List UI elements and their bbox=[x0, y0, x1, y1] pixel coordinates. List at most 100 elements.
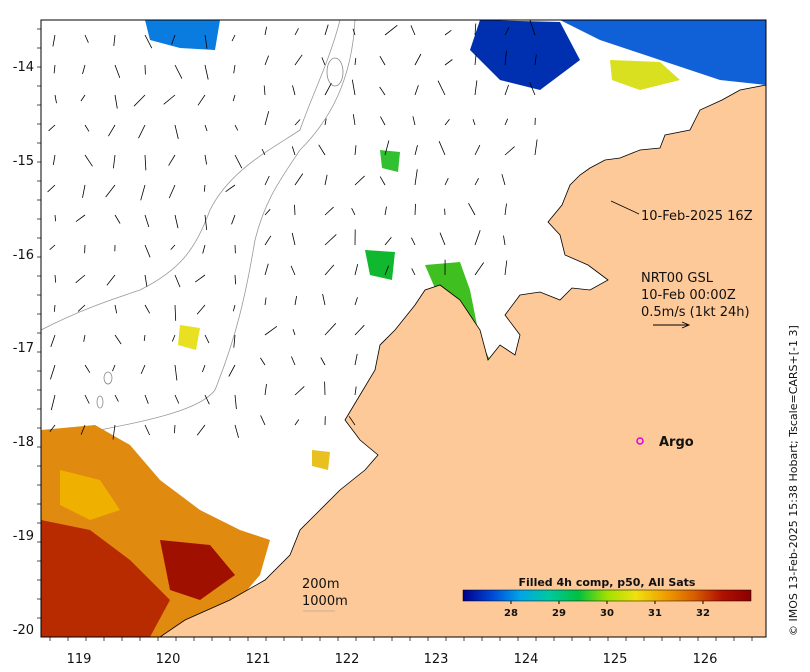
current-arrow bbox=[174, 124, 179, 139]
current-arrow bbox=[140, 184, 146, 201]
current-arrow bbox=[504, 27, 510, 36]
current-arrow bbox=[144, 394, 149, 404]
current-arrow bbox=[354, 353, 358, 366]
current-arrow bbox=[264, 26, 267, 36]
current-arrow bbox=[474, 54, 477, 66]
y-tick-label: -17 bbox=[13, 341, 34, 356]
colorbar-tick: 29 bbox=[552, 608, 566, 619]
current-arrow bbox=[501, 174, 506, 186]
current-arrow bbox=[196, 424, 206, 436]
current-arrow bbox=[204, 334, 210, 344]
current-arrow bbox=[504, 118, 509, 126]
current-arrow bbox=[171, 34, 176, 45]
current-arrow bbox=[444, 178, 449, 186]
current-arrow bbox=[444, 29, 452, 36]
current-arrow bbox=[504, 84, 509, 96]
current-arrow bbox=[174, 304, 177, 321]
current-arrow bbox=[233, 64, 236, 74]
current-arrow bbox=[324, 264, 335, 276]
current-arrow bbox=[348, 416, 356, 426]
current-arrow bbox=[144, 274, 148, 287]
current-arrow bbox=[384, 140, 390, 156]
current-arrow bbox=[50, 334, 56, 348]
current-arrow bbox=[144, 244, 151, 258]
current-arrow bbox=[260, 415, 266, 426]
current-arrow bbox=[47, 184, 56, 193]
current-arrow bbox=[468, 203, 476, 216]
current-arrow bbox=[264, 263, 269, 276]
current-arrow bbox=[351, 208, 356, 216]
current-arrow bbox=[144, 214, 150, 228]
current-arrow bbox=[204, 34, 208, 49]
current-arrow bbox=[504, 146, 515, 156]
y-tick-label: -20 bbox=[13, 623, 34, 638]
land-kimberley bbox=[159, 20, 766, 637]
current-arrow bbox=[260, 357, 266, 366]
current-arrow bbox=[354, 58, 357, 66]
current-arrow bbox=[504, 203, 507, 216]
sst-patch bbox=[41, 520, 170, 637]
current-arrow bbox=[380, 116, 386, 126]
current-arrow bbox=[294, 386, 305, 396]
current-arrow bbox=[144, 34, 153, 49]
current-arrow bbox=[410, 25, 416, 36]
current-arrow bbox=[322, 293, 326, 306]
current-arrow bbox=[114, 64, 121, 79]
reef bbox=[326, 57, 344, 87]
current-arrow bbox=[294, 204, 296, 216]
current-arrow bbox=[264, 325, 278, 336]
current-arrow bbox=[324, 234, 337, 246]
y-tick-label: -14 bbox=[13, 60, 34, 75]
current-arrow bbox=[474, 230, 481, 246]
sst-patch bbox=[160, 540, 235, 600]
current-arrow bbox=[234, 274, 236, 285]
credit-text: © IMOS 13-Feb-2025 15:38 Hobart; Tscale=… bbox=[787, 325, 800, 636]
current-arrow bbox=[379, 176, 386, 186]
scale-arrow-icon bbox=[653, 321, 691, 329]
x-axis: 119 120 121 122 123 124 125 126 bbox=[67, 652, 718, 667]
current-arrow bbox=[472, 119, 476, 126]
current-arrow bbox=[204, 214, 208, 231]
current-arrow bbox=[529, 20, 536, 36]
current-arrow bbox=[534, 139, 538, 156]
current-arrow bbox=[144, 424, 150, 436]
sst-patch bbox=[178, 325, 200, 350]
current-arrow bbox=[352, 114, 356, 126]
current-arrow bbox=[414, 85, 419, 96]
current-arrow bbox=[49, 244, 56, 250]
current-arrow bbox=[114, 394, 119, 402]
current-arrow bbox=[294, 28, 299, 36]
current-arrow bbox=[228, 364, 236, 377]
current-arrow bbox=[474, 144, 481, 156]
current-arrow bbox=[414, 169, 418, 186]
current-arrow bbox=[324, 24, 329, 36]
reef bbox=[103, 371, 113, 385]
sst-patch bbox=[312, 450, 330, 470]
current-arrow bbox=[290, 265, 296, 276]
current-arrow bbox=[80, 94, 86, 102]
y-tick-label: -18 bbox=[13, 435, 34, 450]
current-arrow bbox=[112, 364, 116, 372]
current-arrow bbox=[474, 262, 485, 276]
sst-patch bbox=[470, 20, 580, 90]
sst-patch bbox=[380, 150, 400, 172]
map-frame bbox=[40, 19, 767, 638]
current-arrow bbox=[163, 94, 176, 105]
y-axis: -14 -15 -16 -17 -18 -19 -20 bbox=[13, 60, 34, 638]
current-arrow bbox=[294, 173, 304, 186]
current-arrow bbox=[174, 64, 183, 79]
current-arrow bbox=[174, 394, 180, 404]
current-arrow bbox=[204, 394, 210, 405]
current-arrow bbox=[438, 141, 446, 156]
current-arrow bbox=[233, 334, 236, 348]
x-tick-label: 122 bbox=[335, 652, 360, 667]
current-arrow bbox=[77, 304, 86, 312]
current-arrow bbox=[351, 79, 356, 96]
current-arrow bbox=[354, 264, 359, 276]
y-tick-label: -15 bbox=[13, 154, 34, 169]
current-arrow bbox=[354, 145, 357, 156]
reef bbox=[96, 395, 104, 409]
current-arrow bbox=[203, 184, 206, 192]
current-arrow bbox=[196, 304, 206, 315]
